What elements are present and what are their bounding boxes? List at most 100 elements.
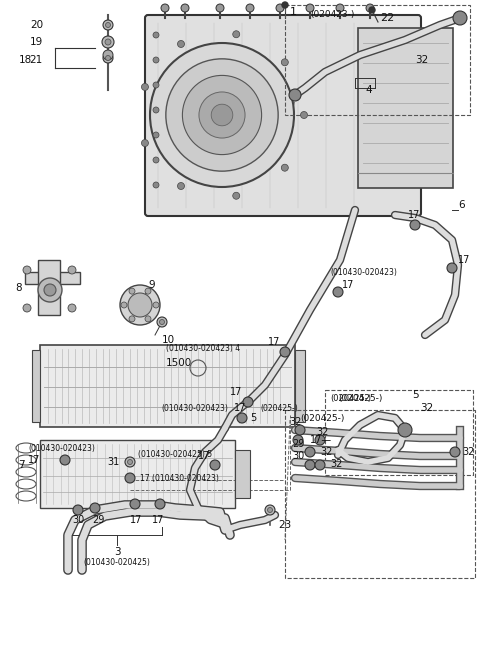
Text: 29: 29 <box>92 515 104 525</box>
Text: 32: 32 <box>289 417 301 427</box>
Circle shape <box>289 89 301 101</box>
Circle shape <box>178 182 184 190</box>
Text: 20: 20 <box>30 20 43 30</box>
Circle shape <box>153 57 159 63</box>
Bar <box>25 272 80 284</box>
Circle shape <box>182 75 262 155</box>
Circle shape <box>128 459 132 464</box>
Circle shape <box>128 293 152 317</box>
Circle shape <box>336 4 344 12</box>
Circle shape <box>159 319 165 325</box>
Text: 32: 32 <box>462 447 474 457</box>
Circle shape <box>129 316 135 322</box>
Circle shape <box>103 20 113 30</box>
Circle shape <box>237 413 247 423</box>
Circle shape <box>125 473 135 483</box>
Text: 17: 17 <box>229 387 242 397</box>
Text: 23: 23 <box>278 520 291 530</box>
Text: 8: 8 <box>15 283 22 293</box>
Text: (020425-): (020425-) <box>338 394 383 403</box>
Circle shape <box>73 505 83 515</box>
Text: 19: 19 <box>30 37 43 47</box>
Circle shape <box>153 182 159 188</box>
Text: 1500: 1500 <box>166 358 192 368</box>
Circle shape <box>142 83 148 91</box>
Circle shape <box>305 447 315 457</box>
Text: (010430-020425): (010430-020425) <box>84 558 150 567</box>
Text: 1: 1 <box>290 7 297 17</box>
Bar <box>325 390 473 475</box>
Circle shape <box>150 43 294 187</box>
Circle shape <box>125 457 135 467</box>
Text: 32: 32 <box>320 447 332 457</box>
Circle shape <box>447 263 457 273</box>
Text: 10: 10 <box>162 335 175 345</box>
Circle shape <box>293 435 303 445</box>
Text: 17: 17 <box>342 280 354 290</box>
Circle shape <box>211 104 233 126</box>
Text: 5: 5 <box>250 413 256 423</box>
Text: (010430-020423): (010430-020423) <box>330 268 397 276</box>
Text: (010430-020423): (010430-020423) <box>161 403 228 413</box>
Circle shape <box>153 302 159 308</box>
Text: 17 (010430-020423): 17 (010430-020423) <box>140 474 219 483</box>
Text: (010430-020425) 5: (010430-020425) 5 <box>138 451 212 459</box>
Circle shape <box>129 288 135 294</box>
Circle shape <box>157 317 167 327</box>
Text: 17: 17 <box>130 515 143 525</box>
Circle shape <box>233 31 240 38</box>
Bar <box>38 260 60 315</box>
Text: 17—: 17— <box>310 435 332 445</box>
Bar <box>32 350 40 422</box>
Circle shape <box>246 4 254 12</box>
Text: 17: 17 <box>234 403 246 413</box>
Circle shape <box>103 50 113 60</box>
Circle shape <box>130 499 140 509</box>
Text: (010430-020423): (010430-020423) <box>28 443 95 453</box>
Circle shape <box>233 192 240 199</box>
Text: 6: 6 <box>458 200 465 210</box>
Text: 30: 30 <box>72 515 84 525</box>
Circle shape <box>153 157 159 163</box>
Circle shape <box>23 266 31 274</box>
Circle shape <box>153 132 159 138</box>
Circle shape <box>153 82 159 88</box>
Text: (020423-): (020423-) <box>310 10 354 20</box>
Circle shape <box>282 2 288 8</box>
Circle shape <box>306 4 314 12</box>
Circle shape <box>181 4 189 12</box>
Circle shape <box>44 284 56 296</box>
Text: (010430-020423) 4: (010430-020423) 4 <box>166 344 240 352</box>
Bar <box>235 450 250 498</box>
Text: 32: 32 <box>415 55 428 65</box>
Circle shape <box>68 266 76 274</box>
Circle shape <box>38 278 62 302</box>
Text: 17: 17 <box>458 255 470 265</box>
Circle shape <box>267 508 273 512</box>
Circle shape <box>103 53 113 63</box>
Bar <box>285 410 475 578</box>
Text: 29: 29 <box>293 439 305 449</box>
Circle shape <box>369 7 375 13</box>
Circle shape <box>145 316 151 322</box>
Circle shape <box>315 435 325 445</box>
Text: 17: 17 <box>28 455 40 465</box>
Circle shape <box>281 59 288 66</box>
Circle shape <box>276 4 284 12</box>
Text: 3: 3 <box>114 547 120 557</box>
Bar <box>40 440 235 508</box>
Text: (020425-): (020425-) <box>260 403 298 413</box>
Circle shape <box>305 460 315 470</box>
Bar <box>40 345 295 427</box>
Circle shape <box>161 4 169 12</box>
Circle shape <box>300 112 308 119</box>
Circle shape <box>295 425 305 435</box>
Bar <box>295 350 305 422</box>
FancyBboxPatch shape <box>145 15 421 216</box>
Circle shape <box>155 499 165 509</box>
Text: 7: 7 <box>18 460 24 470</box>
Circle shape <box>453 11 467 25</box>
Text: 22: 22 <box>380 13 394 23</box>
Circle shape <box>23 304 31 312</box>
Text: 17: 17 <box>198 451 210 461</box>
